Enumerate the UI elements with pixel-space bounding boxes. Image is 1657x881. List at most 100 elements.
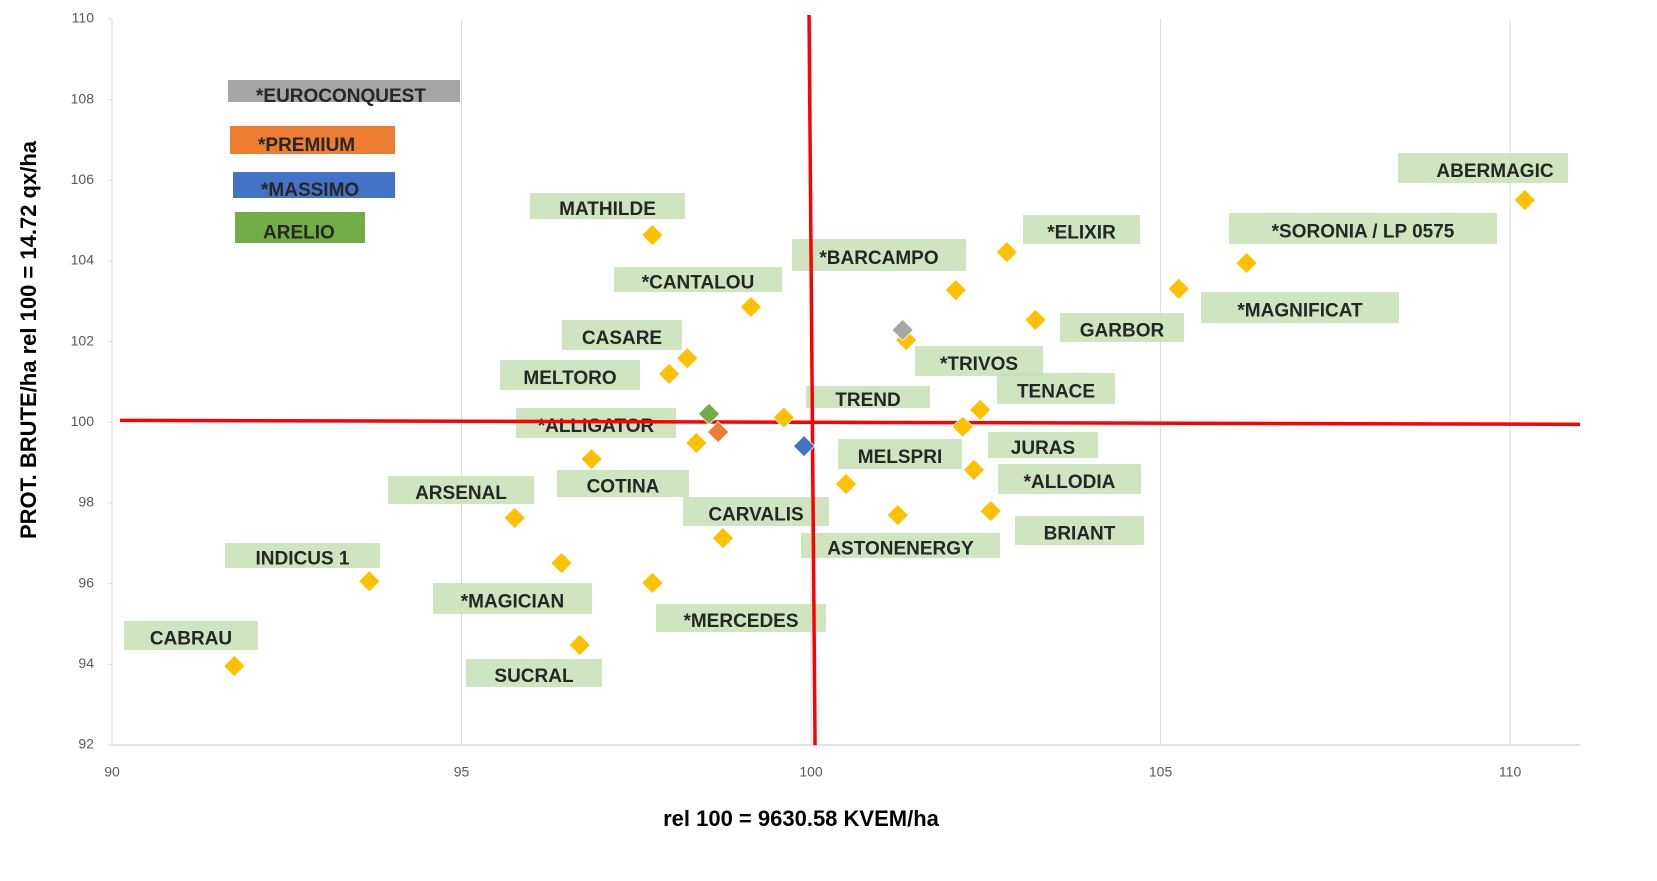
annotation: *BARCAMPO xyxy=(819,248,938,269)
point xyxy=(979,499,1002,523)
x-tick-label: 100 xyxy=(799,764,823,780)
point xyxy=(657,362,681,386)
point xyxy=(223,654,246,678)
reference-line xyxy=(807,14,817,746)
annotation: MELTORO xyxy=(523,368,616,389)
label-box xyxy=(1229,213,1497,244)
y-tick-label: 96 xyxy=(78,574,94,590)
y-tick-label: 104 xyxy=(71,252,95,268)
legend-label: *EUROCONQUEST xyxy=(256,86,426,107)
y-tick-label: 94 xyxy=(78,655,94,671)
annotation: MELSPRI xyxy=(858,447,942,468)
label-box xyxy=(388,476,534,504)
point xyxy=(358,570,381,593)
point xyxy=(886,503,909,527)
annotation: ASTONENERGY xyxy=(827,539,974,560)
label-box xyxy=(998,464,1141,494)
legend-swatch xyxy=(230,126,395,154)
annotation: *MAGICIAN xyxy=(461,592,564,613)
point xyxy=(772,406,795,429)
point xyxy=(711,526,735,550)
label-box xyxy=(915,346,1043,376)
point xyxy=(706,420,730,444)
label-box xyxy=(466,659,602,687)
x-tick-label: 105 xyxy=(1149,764,1173,780)
point xyxy=(697,402,721,426)
annotation: *SORONIA / LP 0575 xyxy=(1272,222,1455,243)
annotation: CASARE xyxy=(582,328,662,349)
label-box xyxy=(530,193,685,219)
label-box xyxy=(1398,153,1568,183)
annotation: *ALLIGATOR xyxy=(538,416,655,437)
annotation: BRIANT xyxy=(1044,524,1116,545)
label-box xyxy=(801,533,1000,558)
label-box xyxy=(838,439,962,469)
label-box xyxy=(225,543,380,568)
label-box xyxy=(562,320,682,350)
annotation: INDICUS 1 xyxy=(256,549,350,570)
label-box xyxy=(500,360,640,390)
point xyxy=(944,278,967,302)
label-box xyxy=(683,497,829,526)
point xyxy=(550,551,573,575)
x-tick-label: 110 xyxy=(1499,764,1522,780)
point xyxy=(792,434,816,458)
label-box xyxy=(988,432,1098,458)
point xyxy=(503,506,526,530)
annotation: *MERCEDES xyxy=(683,611,798,632)
legend-swatch xyxy=(235,212,365,243)
point xyxy=(641,571,664,595)
annotation: CARVALIS xyxy=(708,505,803,526)
x-tick-label: 90 xyxy=(104,764,120,780)
annotation: *ALLODIA xyxy=(1024,472,1116,493)
annotation: *CANTALOU xyxy=(642,273,755,294)
point xyxy=(1235,251,1258,275)
x-axis-title: rel 100 = 9630.58 KVEM/ha xyxy=(663,806,940,831)
label-box xyxy=(614,267,782,292)
label-box xyxy=(433,583,592,614)
label-box xyxy=(792,239,966,271)
y-tick-label: 106 xyxy=(71,171,95,187)
legend-label: *PREMIUM xyxy=(258,135,355,156)
annotation: TREND xyxy=(835,390,900,411)
y-tick-label: 110 xyxy=(72,10,95,26)
point xyxy=(969,398,992,422)
point xyxy=(568,633,591,657)
y-tick-label: 102 xyxy=(71,332,95,348)
point xyxy=(580,447,603,471)
point xyxy=(685,431,708,455)
point xyxy=(891,318,914,342)
label-box xyxy=(124,621,258,650)
legend-label: *MASSIMO xyxy=(261,180,359,201)
annotation: TENACE xyxy=(1017,382,1095,403)
legend-label: ARELIO xyxy=(263,223,335,244)
point xyxy=(739,295,763,319)
y-tick-label: 92 xyxy=(78,736,94,752)
label-box xyxy=(1060,313,1184,342)
point xyxy=(951,415,974,438)
label-box xyxy=(557,470,689,497)
point xyxy=(834,472,858,496)
point xyxy=(1167,277,1190,301)
annotation: COTINA xyxy=(587,477,660,498)
point xyxy=(995,240,1018,264)
legend-swatch xyxy=(228,80,460,102)
y-tick-label: 100 xyxy=(71,413,95,429)
label-box xyxy=(1201,292,1399,323)
annotation: ABERMAGIC xyxy=(1436,161,1553,182)
label-box xyxy=(997,373,1115,404)
y-tick-label: 108 xyxy=(71,90,95,106)
y-tick-label: 98 xyxy=(78,494,94,510)
annotation: *TRIVOS xyxy=(940,354,1018,375)
x-tick-label: 95 xyxy=(454,764,470,780)
annotation: *ELIXIR xyxy=(1047,223,1116,244)
annotation: GARBOR xyxy=(1080,321,1165,342)
point xyxy=(676,347,699,370)
label-box xyxy=(806,386,930,408)
point xyxy=(1024,308,1047,332)
point xyxy=(962,458,986,482)
point xyxy=(641,224,664,247)
reference-line xyxy=(119,418,1581,427)
annotation: ARSENAL xyxy=(415,483,507,504)
